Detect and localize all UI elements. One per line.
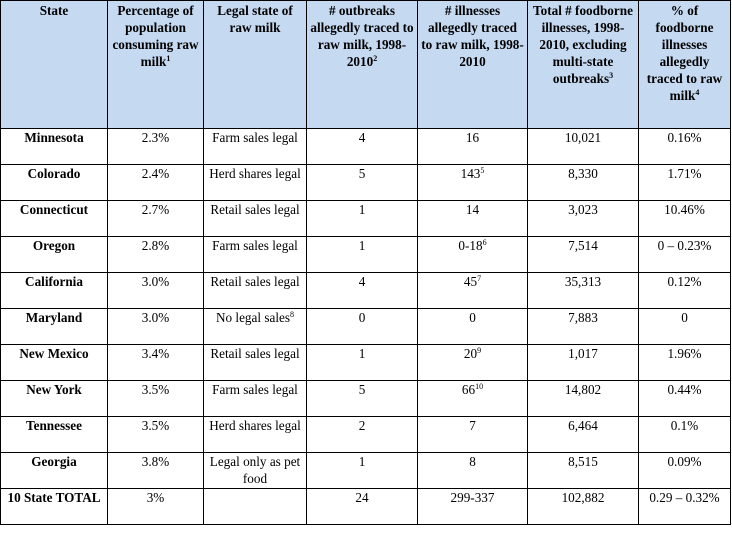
- cell-legal-state: Legal only as pet food: [203, 452, 307, 489]
- header-total-illnesses: Total # foodborne illnesses, 1998-2010, …: [527, 0, 639, 129]
- cell-outbreaks: 2: [306, 416, 418, 453]
- cell-state: Colorado: [0, 164, 108, 201]
- cell-percentage: 3.0%: [107, 308, 204, 345]
- cell-percentage: 3.8%: [107, 452, 204, 489]
- table-row: Maryland 3.0% No legal sales8 0 0 7,883 0: [0, 308, 731, 345]
- total-legal-state: [203, 488, 307, 525]
- table-row: Minnesota 2.3% Farm sales legal 4 16 10,021 0.…: [0, 128, 731, 165]
- cell-state: Tennessee: [0, 416, 108, 453]
- table-row: Tennessee 3.5% Herd shares legal 2 7 6,464 0.1…: [0, 416, 731, 453]
- cell-illnesses: 1435: [417, 164, 528, 201]
- cell-state: Minnesota: [0, 128, 108, 165]
- cell-legal-state: Farm sales legal: [203, 128, 307, 165]
- total-percentage: 3%: [107, 488, 204, 525]
- cell-outbreaks: 0: [306, 308, 418, 345]
- cell-percent-illnesses: 0.12%: [638, 272, 731, 309]
- cell-percent-illnesses: 1.71%: [638, 164, 731, 201]
- cell-illnesses: 0-186: [417, 236, 528, 273]
- cell-percentage: 2.7%: [107, 200, 204, 237]
- raw-milk-outbreaks-table: State Percentage of population consuming…: [0, 0, 731, 525]
- cell-legal-state: Retail sales legal: [203, 344, 307, 381]
- cell-total-illnesses: 1,017: [527, 344, 639, 381]
- cell-illnesses: 457: [417, 272, 528, 309]
- total-illnesses: 299-337: [417, 488, 528, 525]
- cell-state: Georgia: [0, 452, 108, 489]
- header-outbreaks: # outbreaks allegedly traced to raw milk…: [306, 0, 418, 129]
- cell-percent-illnesses: 0.1%: [638, 416, 731, 453]
- table-row: Georgia 3.8% Legal only as pet food 1 8 8,515…: [0, 452, 731, 489]
- header-row: State Percentage of population consuming…: [0, 0, 731, 129]
- table-row: California 3.0% Retail sales legal 4 457 35,3…: [0, 272, 731, 309]
- cell-legal-state: No legal sales8: [203, 308, 307, 345]
- cell-total-illnesses: 8,330: [527, 164, 639, 201]
- total-state: 10 State TOTAL: [0, 488, 108, 525]
- cell-outbreaks: 1: [306, 452, 418, 489]
- cell-outbreaks: 1: [306, 200, 418, 237]
- cell-outbreaks: 5: [306, 380, 418, 417]
- cell-outbreaks: 4: [306, 128, 418, 165]
- table-row: Connecticut 2.7% Retail sales legal 1 14 3,02…: [0, 200, 731, 237]
- cell-total-illnesses: 35,313: [527, 272, 639, 309]
- cell-outbreaks: 4: [306, 272, 418, 309]
- table-row: New York 3.5% Farm sales legal 5 6610 14,802 0…: [0, 380, 731, 417]
- cell-percentage: 2.8%: [107, 236, 204, 273]
- cell-total-illnesses: 7,514: [527, 236, 639, 273]
- cell-state: New York: [0, 380, 108, 417]
- cell-percentage: 3.4%: [107, 344, 204, 381]
- cell-total-illnesses: 10,021: [527, 128, 639, 165]
- cell-legal-state: Herd shares legal: [203, 164, 307, 201]
- cell-illnesses: 6610: [417, 380, 528, 417]
- cell-percent-illnesses: 0.16%: [638, 128, 731, 165]
- header-illnesses: # illnesses allegedly traced to raw milk…: [417, 0, 528, 129]
- total-outbreaks: 24: [306, 488, 418, 525]
- cell-percentage: 3.5%: [107, 380, 204, 417]
- cell-percentage: 3.0%: [107, 272, 204, 309]
- cell-percent-illnesses: 0 – 0.23%: [638, 236, 731, 273]
- cell-state: Maryland: [0, 308, 108, 345]
- cell-state: California: [0, 272, 108, 309]
- cell-total-illnesses: 6,464: [527, 416, 639, 453]
- cell-percent-illnesses: 0.09%: [638, 452, 731, 489]
- cell-illnesses: 7: [417, 416, 528, 453]
- cell-outbreaks: 1: [306, 344, 418, 381]
- cell-illnesses: 14: [417, 200, 528, 237]
- cell-illnesses: 8: [417, 452, 528, 489]
- cell-percent-illnesses: 1.96%: [638, 344, 731, 381]
- cell-illnesses: 209: [417, 344, 528, 381]
- cell-percent-illnesses: 0: [638, 308, 731, 345]
- cell-percent-illnesses: 0.44%: [638, 380, 731, 417]
- table-row: Colorado 2.4% Herd shares legal 5 1435 8,330 1…: [0, 164, 731, 201]
- cell-illnesses: 16: [417, 128, 528, 165]
- cell-outbreaks: 1: [306, 236, 418, 273]
- cell-legal-state: Retail sales legal: [203, 272, 307, 309]
- table-row: New Mexico 3.4% Retail sales legal 1 209 1,01…: [0, 344, 731, 381]
- header-percentage: Percentage of population consuming raw m…: [107, 0, 204, 129]
- header-percent-illnesses: % of foodborne illnesses allegedly trace…: [638, 0, 731, 129]
- cell-total-illnesses: 14,802: [527, 380, 639, 417]
- cell-legal-state: Farm sales legal: [203, 236, 307, 273]
- cell-legal-state: Herd shares legal: [203, 416, 307, 453]
- total-row: 10 State TOTAL 3% 24 299-337 102,882 0.29 – 0…: [0, 488, 731, 525]
- cell-percentage: 2.3%: [107, 128, 204, 165]
- cell-total-illnesses: 8,515: [527, 452, 639, 489]
- cell-legal-state: Retail sales legal: [203, 200, 307, 237]
- cell-percent-illnesses: 10.46%: [638, 200, 731, 237]
- header-state: State: [0, 0, 108, 129]
- cell-total-illnesses: 3,023: [527, 200, 639, 237]
- cell-illnesses: 0: [417, 308, 528, 345]
- cell-percentage: 3.5%: [107, 416, 204, 453]
- cell-legal-state: Farm sales legal: [203, 380, 307, 417]
- cell-state: Oregon: [0, 236, 108, 273]
- cell-percentage: 2.4%: [107, 164, 204, 201]
- header-legal-state: Legal state of raw milk: [203, 0, 307, 129]
- cell-state: New Mexico: [0, 344, 108, 381]
- cell-total-illnesses: 7,883: [527, 308, 639, 345]
- table-row: Oregon 2.8% Farm sales legal 1 0-186 7,514 0 –…: [0, 236, 731, 273]
- cell-state: Connecticut: [0, 200, 108, 237]
- cell-outbreaks: 5: [306, 164, 418, 201]
- total-total-illnesses: 102,882: [527, 488, 639, 525]
- total-percent-illnesses: 0.29 – 0.32%: [638, 488, 731, 525]
